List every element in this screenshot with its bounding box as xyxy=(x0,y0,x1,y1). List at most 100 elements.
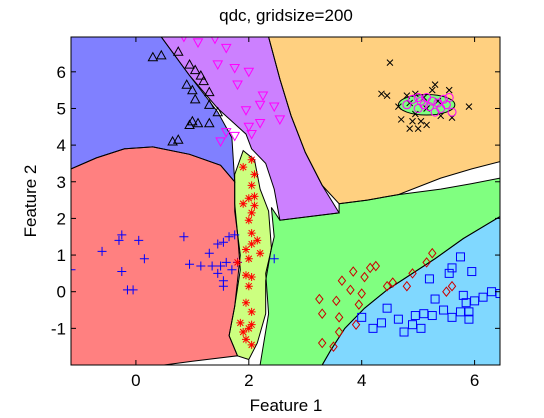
point-diamond xyxy=(346,284,355,296)
point-diamond xyxy=(422,257,431,268)
point-triangle-up xyxy=(184,58,195,69)
point-asterisk xyxy=(244,324,253,333)
region-green xyxy=(260,178,500,365)
axis-ticks: 0 2 4 6 -1 0 1 2 3 4 5 6 xyxy=(51,37,500,390)
point-asterisk xyxy=(247,155,256,164)
point-diamond xyxy=(447,280,457,292)
point-plus xyxy=(221,257,231,267)
point-asterisk xyxy=(247,320,256,329)
point-asterisk xyxy=(241,271,250,280)
point-square xyxy=(382,303,392,313)
point-triangle-up xyxy=(172,134,184,144)
point-asterisk xyxy=(241,245,250,254)
point-square xyxy=(447,312,457,322)
point-asterisk xyxy=(241,298,250,307)
point-triangle-down xyxy=(246,130,257,140)
point-x xyxy=(378,90,385,98)
point-circle xyxy=(430,107,440,117)
point-triangle-up xyxy=(203,117,215,128)
y-tick-label: 4 xyxy=(57,136,66,155)
point-plus xyxy=(224,232,234,242)
point-diamond xyxy=(371,260,381,272)
point-asterisk xyxy=(236,318,245,327)
point-diamond xyxy=(351,319,361,330)
point-x xyxy=(423,121,430,129)
point-plus xyxy=(128,285,138,295)
point-triangle-up xyxy=(203,86,215,97)
point-triangle-up xyxy=(198,75,210,86)
point-square xyxy=(376,318,386,328)
point-square xyxy=(478,292,488,302)
x-tick-label: 0 xyxy=(131,371,140,390)
point-diamond xyxy=(442,286,451,298)
point-asterisk xyxy=(250,201,259,210)
point-circle xyxy=(427,96,437,106)
point-x xyxy=(406,125,414,132)
point-square xyxy=(399,327,409,337)
y-tick-label: 0 xyxy=(57,283,66,302)
point-asterisk xyxy=(233,258,242,267)
point-diamond xyxy=(357,288,366,299)
y-tick-label: 5 xyxy=(57,99,66,118)
point-plus xyxy=(134,235,144,245)
point-square xyxy=(455,252,465,262)
point-plus xyxy=(213,239,223,249)
point-x xyxy=(428,86,436,94)
decision-regions xyxy=(71,37,500,365)
point-plus xyxy=(218,237,228,247)
x-tick-label: 2 xyxy=(244,371,253,390)
point-triangle-up xyxy=(195,69,207,80)
point-asterisk xyxy=(241,335,250,344)
point-diamond xyxy=(317,337,327,349)
point-square xyxy=(495,289,500,299)
point-diamond xyxy=(317,308,327,319)
point-diamond xyxy=(334,326,344,338)
point-triangle-up xyxy=(189,93,201,104)
point-plus xyxy=(97,246,107,256)
x-axis-label: Feature 1 xyxy=(250,396,323,415)
point-x xyxy=(445,86,453,94)
point-diamond xyxy=(315,293,324,305)
point-triangle-down xyxy=(220,43,232,54)
point-asterisk xyxy=(247,340,256,349)
point-triangle-up xyxy=(187,84,198,95)
point-diamond xyxy=(408,268,417,279)
region-red xyxy=(71,146,241,365)
point-square xyxy=(427,311,437,321)
point-plus xyxy=(117,230,127,240)
point-triangle-down xyxy=(240,106,252,116)
point-triangle-down xyxy=(243,67,255,78)
point-triangle-down xyxy=(268,102,280,113)
y-axis-label: Feature 2 xyxy=(21,165,40,238)
y-tick-label: 3 xyxy=(57,173,66,192)
point-plus xyxy=(185,259,195,269)
point-diamond xyxy=(334,312,344,323)
point-plus xyxy=(196,261,206,271)
region-blue xyxy=(71,37,235,182)
data-points xyxy=(71,37,500,352)
point-circle xyxy=(408,94,418,104)
point-diamond xyxy=(354,299,364,310)
point-x xyxy=(409,117,416,125)
plot-frame xyxy=(70,36,501,366)
x-tick-label: 6 xyxy=(470,371,479,390)
point-asterisk xyxy=(247,181,256,190)
point-square xyxy=(464,314,474,324)
point-triangle-down xyxy=(229,64,241,74)
point-triangle-up xyxy=(212,106,224,117)
point-x xyxy=(386,59,394,67)
point-triangle-down xyxy=(220,128,232,138)
point-x xyxy=(414,125,422,132)
point-asterisk xyxy=(247,307,256,316)
point-plus xyxy=(117,267,127,277)
region-sky xyxy=(322,216,500,365)
point-circle xyxy=(444,92,454,102)
point-x xyxy=(465,103,473,110)
point-plus xyxy=(71,265,76,275)
point-square xyxy=(368,323,378,333)
point-x xyxy=(431,81,439,88)
point-x xyxy=(417,117,425,125)
point-circle xyxy=(439,94,449,104)
point-triangle-up xyxy=(189,64,201,75)
